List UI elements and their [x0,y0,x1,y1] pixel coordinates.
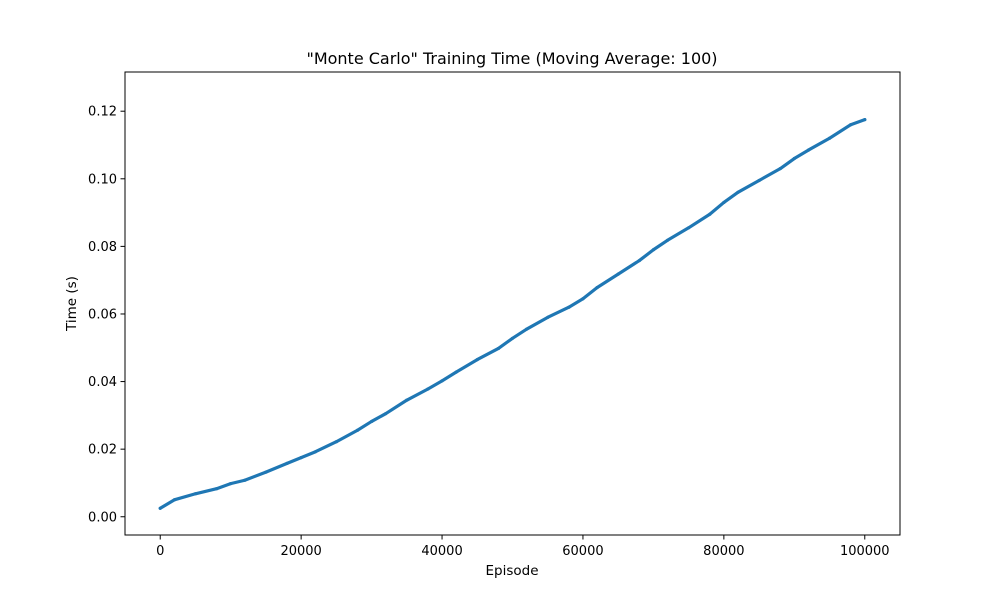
data-point [778,167,782,171]
data-point [708,212,712,216]
data-point [440,379,444,383]
data-point [172,498,176,502]
data-point [651,248,656,252]
y-tick-label: 0.02 [88,443,117,458]
y-tick-label: 0.06 [88,307,117,322]
data-point [299,456,303,460]
x-tick-label: 0 [156,544,164,559]
data-point [595,286,599,290]
data-point [757,178,761,183]
y-tick-label: 0.10 [88,172,117,187]
data-point [158,506,162,510]
data-point [827,136,832,140]
data-point [229,482,233,486]
x-axis-label: Episode [485,563,538,579]
data-point [792,156,796,161]
data-point [567,305,571,309]
data-point [736,190,740,194]
data-point [355,428,360,432]
data-point [475,358,479,362]
y-tick-label: 0.00 [88,510,117,525]
series-layer [158,118,867,510]
data-point [334,440,338,444]
x-tick-label: 20000 [280,544,321,559]
data-point [214,487,219,491]
data-point [546,315,550,319]
data-point [637,258,641,263]
data-point [496,346,501,351]
data-point [510,336,515,340]
data-point [384,412,388,416]
y-tick-label: 0.08 [88,240,117,255]
ticks-layer: 0 20000 40000 60000 80000 100000 0.00 0.02 0.04 0… [88,105,890,559]
data-point [806,148,811,152]
data-point [524,327,529,331]
data-point [722,200,726,205]
chart-title: "Monte Carlo" Training Time (Moving Aver… [306,49,717,68]
y-tick-label: 0.12 [88,105,117,120]
data-point [849,123,853,127]
x-tick-label: 40000 [421,544,462,559]
y-tick-label: 0.04 [88,375,117,390]
data-point [313,450,317,454]
y-axis-label: Time (s) [64,276,80,332]
axes-frame [124,71,901,536]
x-tick-label: 80000 [703,544,744,559]
data-point [369,419,374,424]
data-point [264,470,268,474]
data-point [665,238,670,242]
data-point [581,297,585,301]
data-point [405,398,409,402]
series-line-0 [158,118,867,510]
x-tick-label: 60000 [562,544,603,559]
data-point [687,226,691,230]
data-point [193,492,198,496]
data-point [243,478,247,482]
x-tick-label: 100000 [840,544,890,559]
data-point [616,272,620,276]
data-point [454,370,458,374]
data-point [285,461,289,465]
data-point [426,387,430,391]
data-point [863,118,867,122]
